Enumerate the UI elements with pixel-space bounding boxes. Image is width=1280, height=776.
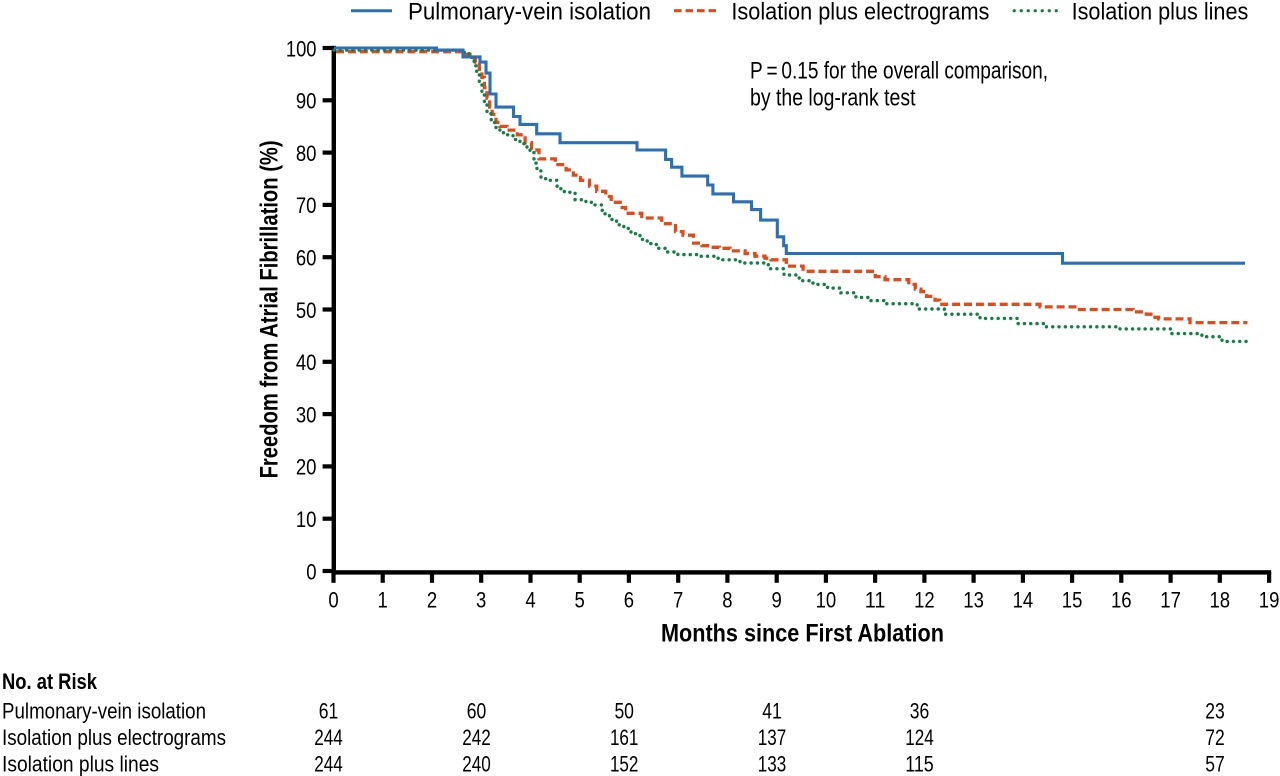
svg-text:41: 41: [762, 698, 782, 723]
svg-text:152: 152: [610, 752, 639, 776]
svg-text:16: 16: [1111, 588, 1132, 613]
svg-text:Pulmonary-vein isolation: Pulmonary-vein isolation: [2, 698, 206, 723]
svg-text:No. at Risk: No. at Risk: [2, 669, 98, 694]
svg-text:20: 20: [296, 455, 317, 480]
svg-text:23: 23: [1205, 698, 1225, 723]
svg-text:133: 133: [758, 752, 787, 776]
svg-text:Isolation plus lines: Isolation plus lines: [1072, 0, 1249, 25]
svg-text:by the log-rank test: by the log-rank test: [750, 84, 916, 111]
svg-text:Freedom from Atrial Fibrillati: Freedom from Atrial Fibrillation (%): [256, 140, 284, 478]
svg-text:P = 0.15 for the overall compa: P = 0.15 for the overall comparison,: [750, 57, 1048, 84]
svg-text:Isolation plus electrograms: Isolation plus electrograms: [2, 725, 226, 750]
svg-text:Isolation plus electrograms: Isolation plus electrograms: [731, 0, 989, 25]
svg-text:244: 244: [314, 725, 343, 750]
svg-text:161: 161: [610, 725, 639, 750]
svg-text:80: 80: [296, 141, 317, 166]
svg-text:14: 14: [1013, 588, 1034, 613]
svg-text:0: 0: [328, 588, 338, 613]
svg-text:240: 240: [462, 752, 491, 776]
svg-text:50: 50: [614, 698, 634, 723]
svg-text:Months since First Ablation: Months since First Ablation: [661, 620, 944, 648]
svg-text:242: 242: [462, 725, 491, 750]
svg-text:115: 115: [905, 752, 934, 776]
svg-text:60: 60: [296, 246, 317, 271]
svg-text:Isolation plus lines: Isolation plus lines: [2, 752, 159, 776]
svg-text:57: 57: [1205, 752, 1225, 776]
svg-text:11: 11: [865, 588, 886, 613]
svg-text:5: 5: [575, 588, 585, 613]
svg-text:0: 0: [306, 559, 316, 584]
svg-text:3: 3: [476, 588, 486, 613]
svg-text:72: 72: [1205, 725, 1225, 750]
svg-text:60: 60: [467, 698, 487, 723]
svg-text:8: 8: [722, 588, 732, 613]
svg-text:6: 6: [624, 588, 634, 613]
svg-text:61: 61: [319, 698, 339, 723]
svg-text:10: 10: [816, 588, 837, 613]
svg-text:70: 70: [296, 193, 317, 218]
svg-text:2: 2: [427, 588, 437, 613]
svg-text:17: 17: [1160, 588, 1181, 613]
svg-text:100: 100: [286, 36, 317, 61]
svg-text:1: 1: [378, 588, 388, 613]
svg-text:18: 18: [1210, 588, 1231, 613]
svg-text:36: 36: [910, 698, 930, 723]
svg-text:137: 137: [758, 725, 787, 750]
svg-text:9: 9: [772, 588, 782, 613]
svg-text:124: 124: [905, 725, 934, 750]
svg-text:7: 7: [673, 588, 683, 613]
svg-text:12: 12: [914, 588, 935, 613]
svg-text:15: 15: [1062, 588, 1083, 613]
svg-text:30: 30: [296, 402, 317, 427]
svg-text:90: 90: [296, 89, 317, 114]
svg-text:50: 50: [296, 298, 317, 323]
svg-text:13: 13: [963, 588, 984, 613]
svg-text:Pulmonary-vein isolation: Pulmonary-vein isolation: [408, 0, 651, 25]
svg-text:244: 244: [314, 752, 343, 776]
svg-text:19: 19: [1259, 588, 1280, 613]
svg-text:10: 10: [296, 507, 317, 532]
svg-text:40: 40: [296, 350, 317, 375]
svg-text:4: 4: [525, 588, 535, 613]
